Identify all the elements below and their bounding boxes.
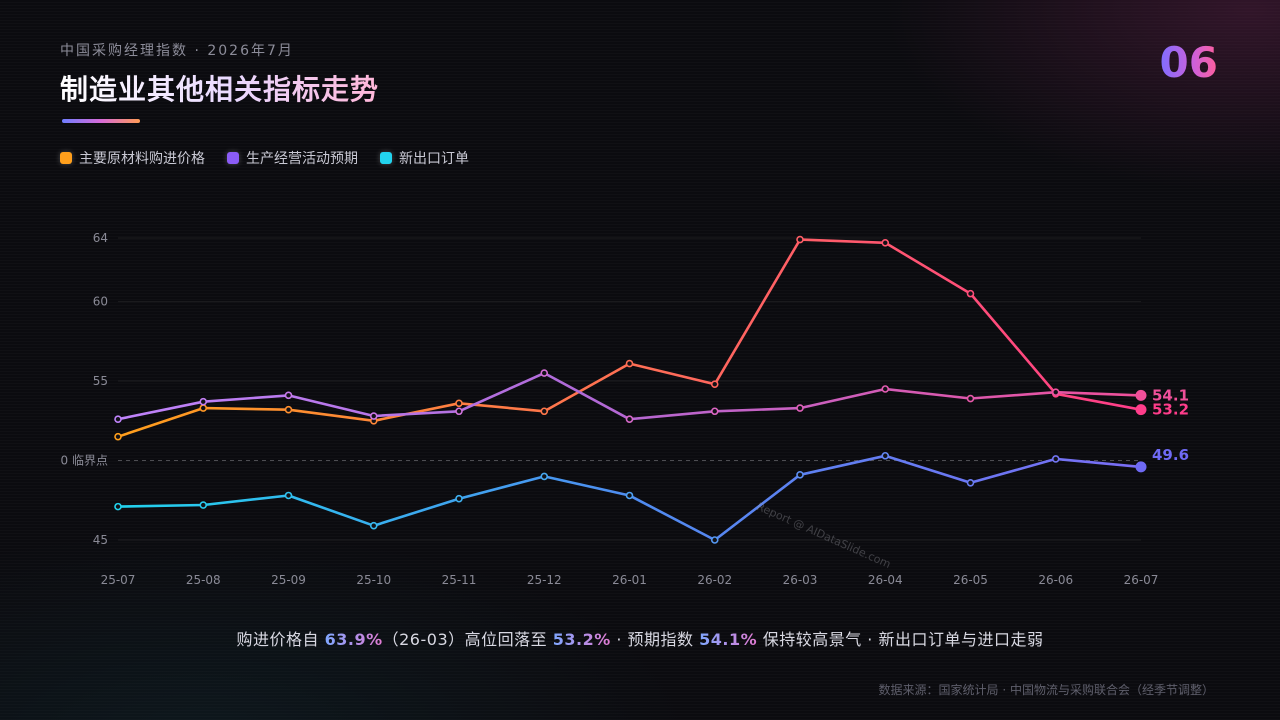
summary-value-current: 53.2% xyxy=(552,630,611,649)
end-value-label-expectation: 54.1 xyxy=(1152,387,1189,405)
page-number: 06 xyxy=(1159,38,1218,87)
summary-value-expectation: 54.1% xyxy=(699,630,758,649)
summary-part-3: · 预期指数 xyxy=(610,630,700,649)
x-tick-label: 25-09 xyxy=(271,573,306,587)
data-point-price xyxy=(881,238,890,247)
data-point-expectation xyxy=(455,407,463,416)
title-underline xyxy=(62,119,140,123)
tick-labels-layer: 45 0 临界点 55 60 64 25-07 25-08 25-09 25-10 25-11 25… xyxy=(61,231,1189,587)
x-tick-label: 26-05 xyxy=(953,573,988,587)
data-point-price xyxy=(284,405,293,414)
x-tick-label: 26-01 xyxy=(612,573,647,587)
data-point-export xyxy=(284,491,293,500)
y-tick-label: 60 xyxy=(93,295,108,309)
legend-item-export: 新出口订单 xyxy=(380,148,469,168)
data-point-price xyxy=(540,407,549,416)
legend-swatch-expectation xyxy=(227,152,239,164)
data-point-price xyxy=(966,289,975,298)
x-tick-label: 25-07 xyxy=(101,573,136,587)
series-line-expectation xyxy=(116,371,1143,421)
data-point-expectation xyxy=(114,415,122,424)
x-tick-label: 25-12 xyxy=(527,573,562,587)
end-value-label-price: 53.2 xyxy=(1152,401,1189,419)
x-tick-label: 26-07 xyxy=(1124,573,1159,587)
data-point-export xyxy=(1051,455,1060,463)
end-point-price xyxy=(1135,404,1147,416)
data-point-export xyxy=(710,536,719,544)
summary-part-1: 购进价格自 xyxy=(236,630,325,649)
legend-item-expectation: 生产经营活动预期 xyxy=(227,148,358,168)
end-point-expectation xyxy=(1135,389,1147,401)
data-point-export xyxy=(881,451,890,460)
data-point-export xyxy=(455,494,463,503)
data-point-price xyxy=(796,235,804,244)
y-tick-label: 55 xyxy=(93,374,108,388)
legend-item-price: 主要原材料购进价格 xyxy=(60,148,205,168)
x-tick-label: 25-10 xyxy=(356,573,391,587)
data-point-price xyxy=(625,359,634,368)
summary-text: 购进价格自 63.9%（26-03）高位回落至 53.2% · 预期指数 54.… xyxy=(0,626,1280,650)
summary-part-2: （26-03）高位回落至 xyxy=(382,630,553,649)
data-point-expectation xyxy=(284,391,293,400)
x-tick-label: 26-03 xyxy=(783,573,818,587)
data-point-expectation xyxy=(625,415,634,424)
y-tick-label: 0 临界点 xyxy=(61,454,108,468)
data-point-expectation xyxy=(1051,388,1060,396)
legend-label-expectation: 生产经营活动预期 xyxy=(246,151,358,167)
data-point-price xyxy=(455,399,463,408)
data-point-expectation xyxy=(369,412,378,420)
data-point-export xyxy=(796,471,804,479)
data-point-expectation xyxy=(540,369,549,377)
series-line-price xyxy=(116,238,1143,438)
data-point-export xyxy=(540,472,549,481)
data-point-export xyxy=(625,491,634,500)
summary-value-peak: 63.9% xyxy=(324,630,383,649)
chart-legend: 主要原材料购进价格 生产经营活动预期 新出口订单 xyxy=(60,148,469,168)
grid-layer xyxy=(118,237,1141,541)
y-tick-label: 64 xyxy=(93,231,108,245)
data-point-export xyxy=(114,502,122,511)
data-point-expectation xyxy=(710,407,719,416)
data-point-expectation xyxy=(966,394,975,403)
x-tick-label: 26-04 xyxy=(868,573,903,587)
summary-part-4: 保持较高景气 · 新出口订单与进口走弱 xyxy=(757,630,1044,649)
end-point-export xyxy=(1135,461,1147,473)
x-tick-label: 25-08 xyxy=(186,573,221,587)
y-tick-label: 45 xyxy=(93,533,108,547)
end-value-label-export: 49.6 xyxy=(1152,446,1189,464)
data-point-price xyxy=(199,404,208,412)
x-tick-label: 26-02 xyxy=(697,573,732,587)
data-point-expectation xyxy=(881,385,890,393)
data-point-export xyxy=(369,521,378,530)
legend-label-export: 新出口订单 xyxy=(399,151,469,167)
data-point-price xyxy=(114,432,122,441)
data-point-price xyxy=(710,380,719,389)
x-tick-label: 25-11 xyxy=(442,573,477,587)
page-subtitle: 中国采购经理指数 · 2026年7月 xyxy=(60,43,294,59)
legend-label-price: 主要原材料购进价格 xyxy=(79,151,205,167)
x-tick-label: 26-06 xyxy=(1038,573,1073,587)
data-source: 数据来源：国家统计局 · 中国物流与采购联合会（经季节调整） xyxy=(878,683,1214,697)
data-points-layer xyxy=(114,235,1147,544)
data-point-expectation xyxy=(199,397,208,406)
data-point-export xyxy=(966,478,975,487)
legend-swatch-export xyxy=(380,152,392,164)
legend-swatch-price xyxy=(60,152,72,164)
page-title: 制造业其他相关指标走势 xyxy=(60,68,379,108)
data-point-expectation xyxy=(796,404,804,412)
data-point-export xyxy=(199,501,208,509)
